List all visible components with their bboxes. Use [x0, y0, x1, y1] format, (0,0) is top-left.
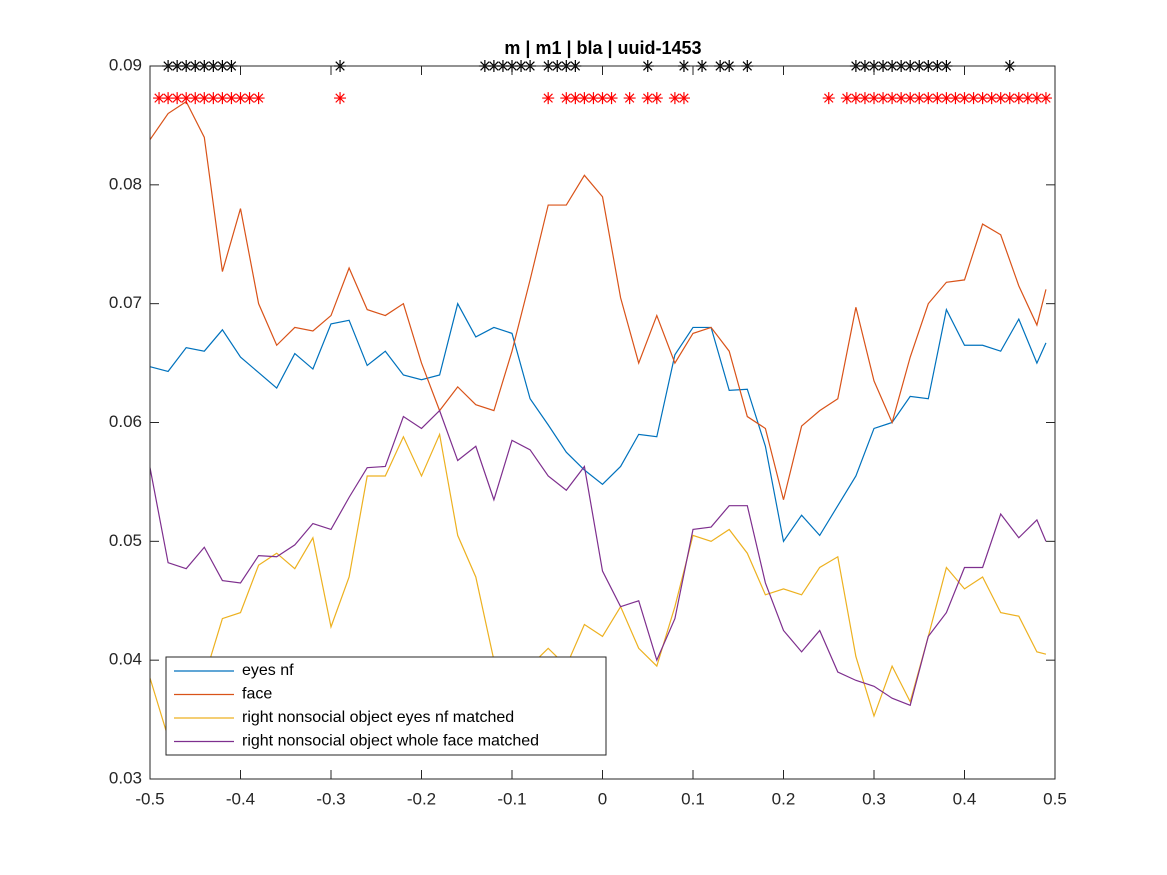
- star-marker: [895, 92, 908, 105]
- star-marker: [668, 92, 681, 105]
- star-marker: [1039, 92, 1052, 105]
- legend-label: right nonsocial object eyes nf matched: [242, 709, 514, 726]
- star-marker: [967, 92, 980, 105]
- star-marker: [677, 92, 690, 105]
- line-series: [149, 432, 1047, 751]
- star-marker: [886, 92, 899, 105]
- star-marker: [650, 92, 663, 105]
- star-marker: [234, 92, 247, 105]
- star-marker: [985, 92, 998, 105]
- star-marker: [225, 92, 238, 105]
- star-marker: [940, 92, 953, 105]
- legend-box: [165, 656, 607, 756]
- star-marker: [334, 92, 347, 105]
- legend-label: face: [242, 686, 272, 703]
- x-tick-label: -0.4: [226, 789, 255, 808]
- star-marker: [596, 92, 609, 105]
- chart-title: m | m1 | bla | uuid-1453: [504, 38, 701, 58]
- star-marker: [216, 92, 229, 105]
- y-tick-label: 0.08: [109, 174, 142, 193]
- star-marker: [252, 92, 265, 105]
- y-tick-label: 0.09: [109, 55, 142, 74]
- star-marker: [904, 92, 917, 105]
- x-tick-label: 0.5: [1043, 789, 1067, 808]
- x-tick-label: -0.2: [407, 789, 436, 808]
- y-tick-label: 0.04: [109, 650, 142, 669]
- legend: eyes nf face right nonsocial object eyes n…: [165, 656, 607, 756]
- star-marker: [198, 92, 211, 105]
- star-marker: [569, 92, 582, 105]
- y-tick-label: 0.07: [109, 293, 142, 312]
- x-tick-label: 0.3: [862, 789, 886, 808]
- star-marker: [976, 92, 989, 105]
- star-marker: [822, 92, 835, 105]
- star-marker: [171, 92, 184, 105]
- y-tick-label: 0.06: [109, 412, 142, 431]
- star-marker: [1003, 92, 1016, 105]
- y-tick-label: 0.05: [109, 531, 142, 550]
- line-series: [149, 302, 1047, 543]
- x-tick-label: 0.4: [953, 789, 977, 808]
- star-marker: [180, 92, 193, 105]
- line-series: [149, 409, 1047, 707]
- star-marker: [958, 92, 971, 105]
- x-tick-label: 0.2: [772, 789, 796, 808]
- star-marker: [849, 92, 862, 105]
- star-marker: [243, 92, 256, 105]
- x-tick-label: 0: [598, 789, 607, 808]
- line-series: [149, 100, 1047, 500]
- x-tick-label: -0.1: [497, 789, 526, 808]
- star-marker: [153, 92, 166, 105]
- star-marker: [994, 92, 1007, 105]
- star-marker: [605, 92, 618, 105]
- star-marker: [840, 92, 853, 105]
- star-marker: [587, 92, 600, 105]
- star-marker: [162, 92, 175, 105]
- legend-label: eyes nf: [242, 662, 294, 679]
- star-marker: [913, 92, 926, 105]
- x-tick-label: -0.3: [316, 789, 345, 808]
- star-marker: [542, 92, 555, 105]
- star-marker: [1030, 92, 1043, 105]
- star-marker: [560, 92, 573, 105]
- y-tick-label: 0.03: [109, 768, 142, 787]
- star-marker: [877, 92, 890, 105]
- star-marker: [641, 92, 654, 105]
- star-marker: [858, 92, 871, 105]
- x-tick-label: -0.5: [135, 789, 164, 808]
- star-marker: [949, 92, 962, 105]
- legend-label: right nonsocial object whole face matche…: [242, 733, 539, 750]
- star-marker: [922, 92, 935, 105]
- star-marker: [931, 92, 944, 105]
- star-marker: [1021, 92, 1034, 105]
- star-marker: [578, 92, 591, 105]
- x-tick-label: 0.1: [681, 789, 705, 808]
- star-marker: [207, 92, 220, 105]
- star-marker: [189, 92, 202, 105]
- star-marker: [1012, 92, 1025, 105]
- star-marker: [623, 92, 636, 105]
- axes-box: [149, 65, 1056, 780]
- star-marker: [868, 92, 880, 105]
